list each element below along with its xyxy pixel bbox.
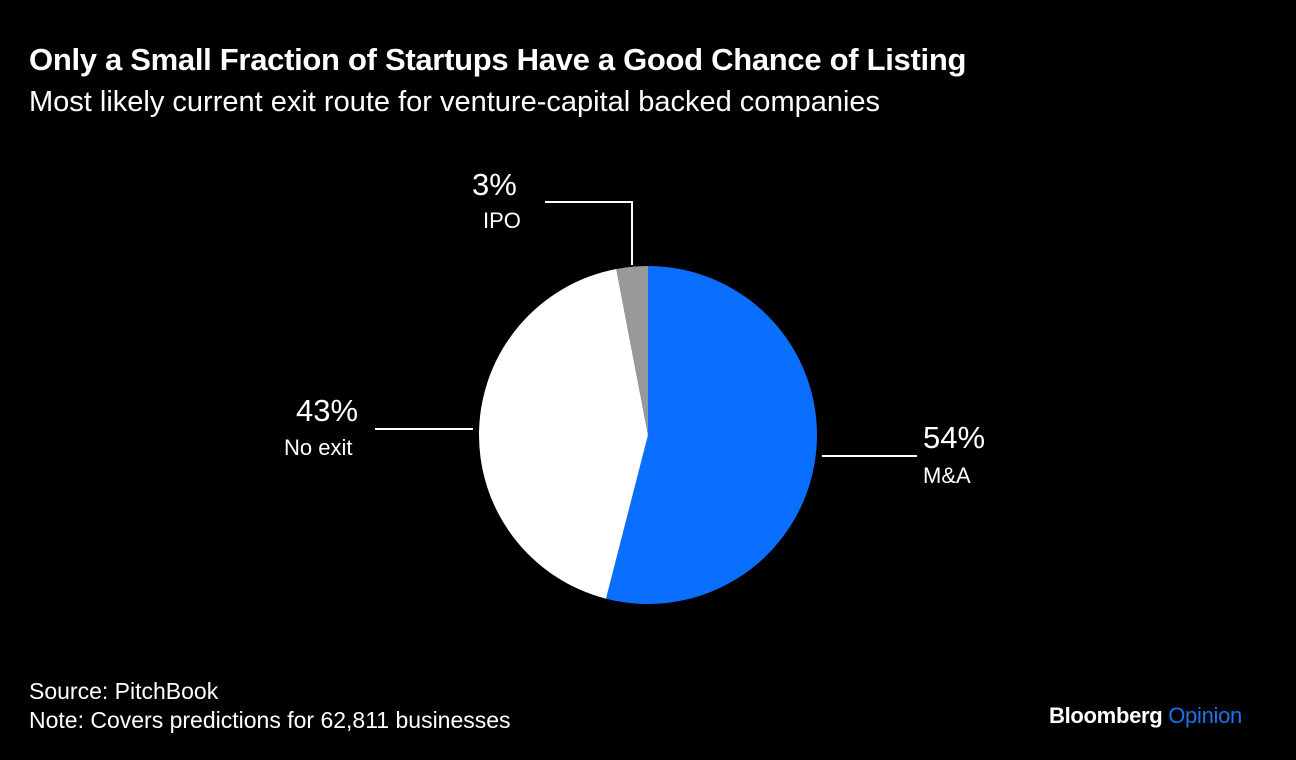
data-label-ipo: IPO [483,208,521,233]
data-label-ipo-value: 3% [472,167,517,202]
footnote: Note: Covers predictions for 62,811 busi… [29,707,511,733]
data-label-no-exit: No exit [284,435,353,460]
leader-line-ipo [545,201,633,265]
chart-title: Only a Small Fraction of Startups Have a… [29,42,967,77]
source-note: Source: PitchBook [29,678,219,704]
data-label-ma: M&A [923,463,971,488]
bloomberg-opinion-logo: Bloomberg Opinion [1049,703,1242,728]
pie-slice-ipo [616,266,648,435]
pie-slice-m-a [605,266,817,604]
data-label-no-exit-value: 43% [296,393,359,428]
chart-subtitle: Most likely current exit route for ventu… [29,86,881,118]
data-label-ma-value: 54% [923,420,986,455]
pie-slice-no-exit [479,268,648,599]
